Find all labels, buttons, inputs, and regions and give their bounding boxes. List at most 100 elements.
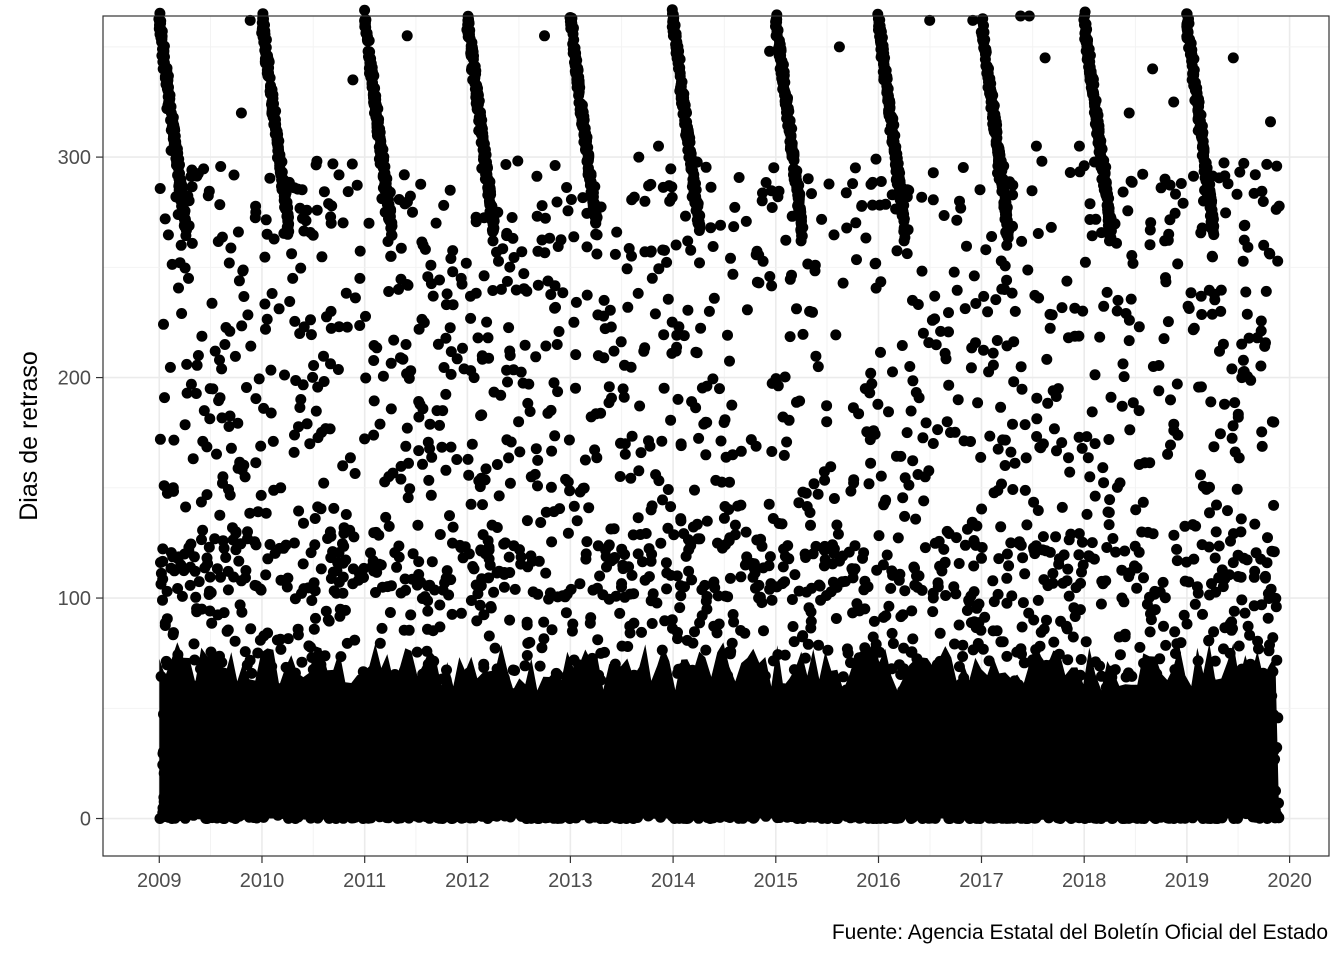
data-point [1040, 659, 1052, 671]
data-point [1112, 702, 1123, 714]
data-point [1162, 448, 1174, 460]
data-point [671, 52, 683, 64]
data-point [1055, 615, 1067, 627]
data-point [241, 382, 252, 393]
data-point [791, 396, 802, 408]
data-point [215, 161, 227, 172]
data-point [436, 441, 448, 453]
data-point [932, 424, 944, 436]
data-point [904, 361, 916, 372]
data-point [633, 741, 645, 753]
data-point [1038, 623, 1050, 635]
data-point [384, 607, 396, 618]
data-point [401, 279, 413, 290]
data-point [1007, 721, 1019, 733]
data-point [763, 723, 775, 735]
data-point [645, 763, 657, 775]
data-point [729, 705, 741, 717]
data-point [357, 666, 369, 678]
data-point [318, 350, 329, 362]
data-point [1069, 302, 1081, 314]
data-point [154, 183, 166, 194]
data-point [1009, 734, 1020, 745]
data-point [871, 775, 883, 787]
data-point [1032, 770, 1044, 782]
data-point [257, 672, 269, 684]
data-point [404, 190, 416, 202]
data-point [1086, 406, 1098, 418]
data-point [299, 767, 311, 779]
data-point [340, 509, 352, 520]
data-point [1144, 457, 1156, 469]
data-point [1238, 220, 1250, 232]
data-point [1033, 292, 1045, 304]
data-point [258, 811, 270, 822]
data-point [250, 539, 262, 551]
data-point [502, 376, 513, 388]
data-point [574, 578, 586, 590]
data-point [1028, 542, 1039, 554]
data-point [884, 97, 896, 109]
data-point [228, 794, 240, 806]
data-point [297, 558, 309, 570]
data-point [794, 775, 806, 787]
data-point [1077, 689, 1089, 700]
data-point [804, 811, 816, 823]
data-point [538, 693, 550, 705]
data-point [216, 412, 228, 424]
data-point [574, 768, 586, 780]
data-point [517, 377, 529, 389]
data-point [1064, 676, 1076, 688]
data-point [875, 176, 887, 187]
data-point [934, 655, 946, 667]
data-point [368, 429, 380, 441]
data-point [1113, 778, 1125, 790]
data-point [211, 563, 223, 575]
data-point [953, 558, 965, 569]
data-point [215, 685, 227, 697]
data-point [643, 435, 654, 447]
data-point [646, 743, 658, 754]
data-point [195, 663, 206, 675]
data-point [988, 596, 1000, 608]
data-point [905, 760, 917, 772]
data-point [601, 561, 612, 573]
data-point [210, 698, 222, 710]
data-point [747, 779, 759, 791]
data-point [1103, 434, 1115, 445]
data-point [1245, 374, 1257, 386]
data-point [540, 682, 552, 694]
data-point [840, 684, 852, 696]
data-point [1226, 363, 1238, 375]
data-point [368, 82, 380, 94]
data-point [625, 790, 636, 802]
data-point [395, 473, 407, 485]
data-point [592, 634, 604, 646]
data-point [157, 807, 169, 819]
data-point [1069, 611, 1081, 622]
data-point [211, 448, 222, 460]
data-point [929, 812, 941, 824]
data-point [919, 799, 931, 811]
data-point [590, 216, 601, 228]
data-point [910, 513, 922, 525]
data-point [397, 764, 408, 776]
data-point [599, 646, 610, 658]
data-point [1086, 537, 1098, 549]
data-point [1172, 258, 1184, 270]
data-point [412, 730, 424, 742]
data-point [358, 562, 370, 574]
data-point [1103, 519, 1115, 531]
data-point [1181, 556, 1192, 568]
data-point [619, 448, 631, 460]
data-point [615, 336, 627, 348]
data-point [789, 569, 801, 581]
data-point [460, 257, 472, 269]
data-point [1101, 542, 1113, 553]
data-point [222, 584, 234, 596]
data-point [1041, 614, 1052, 626]
data-point [1084, 198, 1096, 210]
data-point [370, 587, 381, 598]
data-point [484, 185, 496, 197]
data-point [989, 773, 1001, 785]
